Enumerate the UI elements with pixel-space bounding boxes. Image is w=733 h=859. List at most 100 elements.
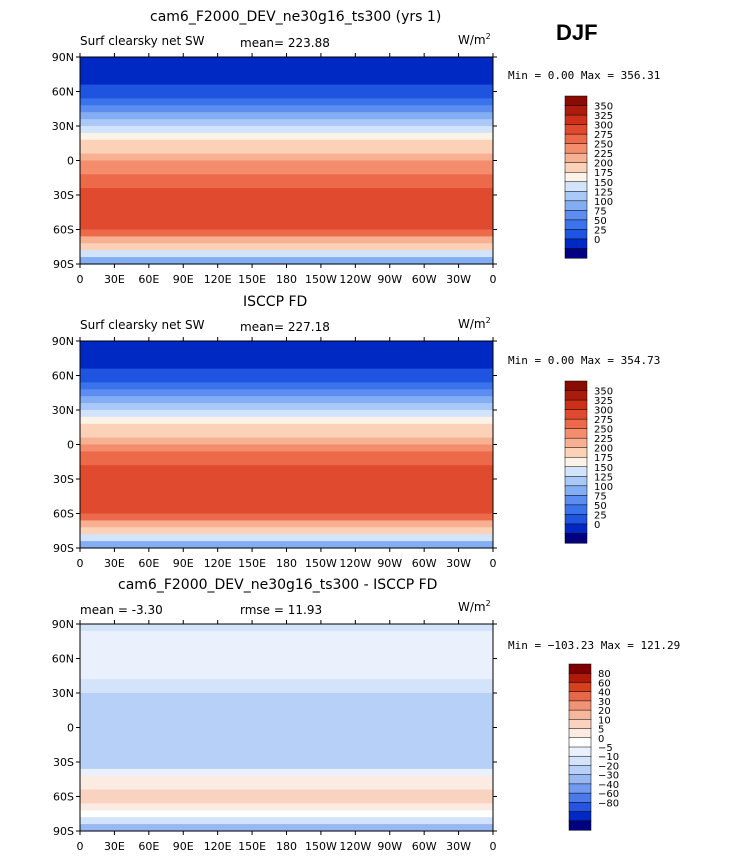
heatmap-band (80, 651, 493, 660)
colorbar-label: 75 (594, 491, 607, 502)
colorbar-label: 75 (594, 206, 607, 217)
heatmap-band (80, 188, 493, 196)
heatmap-band (80, 195, 493, 203)
colorbar-box (564, 248, 588, 259)
colorbar-label: 30 (598, 697, 611, 708)
lon-tick-label: 30W (446, 273, 471, 286)
lon-tick-label: 30W (446, 557, 471, 570)
heatmap-band (80, 403, 493, 411)
heatmap-band (80, 472, 493, 480)
colorbar-label: 200 (594, 444, 613, 455)
heatmap-band (80, 229, 493, 237)
colorbar-box (564, 114, 588, 126)
lat-tick-label: 90S (53, 258, 74, 271)
colorbar-label: −40 (598, 780, 619, 791)
panel1-variable-label: Surf clearsky net SW (80, 34, 205, 48)
colorbar-box (568, 802, 592, 813)
colorbar-box (564, 171, 588, 183)
heatmap-band (80, 174, 493, 182)
lon-tick-label: 150E (238, 557, 266, 570)
colorbar-label: 300 (594, 406, 613, 417)
colorbar-box (568, 737, 592, 748)
heatmap-band (80, 250, 493, 258)
colorbar-label: 325 (594, 111, 613, 122)
colorbar-box (568, 719, 592, 730)
colorbar-box (568, 663, 592, 674)
heatmap-band (80, 768, 493, 777)
colorbar-box (568, 820, 592, 831)
colorbar-label: 150 (594, 178, 613, 189)
heatmap-band (80, 91, 493, 99)
colorbar-label: 325 (594, 396, 613, 407)
lon-tick-label: 150E (238, 840, 266, 853)
colorbar-label: 60 (598, 678, 611, 689)
lat-tick-label: 30N (52, 404, 74, 417)
heatmap-band (80, 782, 493, 791)
lon-tick-label: 180 (276, 557, 297, 570)
colorbar-label: 50 (594, 216, 607, 227)
heatmap-band (80, 437, 493, 446)
panel1-mean-label: mean= 223.88 (240, 36, 330, 50)
colorbar-label: 250 (594, 140, 613, 151)
heatmap-band (80, 479, 493, 487)
colorbar-box (564, 485, 588, 496)
colorbar-box (564, 105, 588, 116)
colorbar-box (564, 514, 588, 525)
heatmap-band (80, 160, 493, 168)
heatmap-band (80, 132, 493, 141)
colorbar-label: 350 (594, 102, 613, 113)
heatmap-band (80, 624, 493, 632)
lon-tick-label: 30E (104, 557, 125, 570)
colorbar-label: −80 (598, 798, 619, 809)
heatmap-band (80, 506, 493, 515)
lon-tick-label: 60W (412, 557, 437, 570)
heatmap-band (80, 416, 493, 425)
heatmap-band (80, 396, 493, 404)
colorbar-box (564, 95, 588, 107)
heatmap-band (80, 444, 493, 452)
heatmap-band (80, 375, 493, 383)
panel3-mean-label: mean = -3.30 (80, 603, 163, 617)
lon-tick-label: 120E (204, 557, 232, 570)
heatmap-band (80, 458, 493, 466)
colorbar-box (568, 728, 592, 739)
lat-tick-label: 60S (53, 508, 74, 521)
heatmap-band (80, 824, 493, 832)
lat-tick-label: 60S (53, 224, 74, 237)
lat-tick-label: 60S (53, 791, 74, 804)
heatmap-band (80, 201, 493, 210)
colorbar-label: 175 (594, 453, 613, 464)
lon-tick-label: 90W (377, 840, 402, 853)
heatmap-band (80, 430, 493, 439)
heatmap-band (80, 665, 493, 673)
panel2-variable-label: Surf clearsky net SW (80, 318, 205, 332)
heatmap-band (80, 644, 493, 653)
heatmap-band (80, 699, 493, 708)
panel1-units: W/m2 (458, 32, 491, 47)
heatmap-band (80, 181, 493, 189)
colorbar-label: 80 (598, 669, 611, 680)
heatmap-band (80, 465, 493, 473)
lon-tick-label: 0 (490, 557, 497, 570)
colorbar-label: 25 (594, 225, 607, 236)
lon-tick-label: 180 (276, 273, 297, 286)
colorbar-box (568, 709, 592, 720)
heatmap-band (80, 410, 493, 418)
lat-tick-label: 30N (52, 687, 74, 700)
colorbar-label: 150 (594, 463, 613, 474)
colorbar-label: 250 (594, 425, 613, 436)
colorbar-box (564, 495, 588, 506)
heatmap-band (80, 817, 493, 825)
colorbar-box (568, 774, 592, 785)
heatmap-band (80, 693, 493, 701)
lon-tick-label: 90W (377, 273, 402, 286)
lat-tick-label: 60N (52, 86, 74, 99)
heatmap-band (80, 389, 493, 397)
colorbar-label: 225 (594, 434, 613, 445)
panel3-title: cam6_F2000_DEV_ne30g16_ts300 - ISCCP FD (118, 577, 438, 593)
heatmap-band (80, 810, 493, 818)
heatmap-band (80, 520, 493, 528)
panel3-minmax: Min = −103.23 Max = 121.29 (508, 639, 681, 652)
colorbar-box (568, 765, 592, 776)
lon-tick-label: 120E (204, 840, 232, 853)
